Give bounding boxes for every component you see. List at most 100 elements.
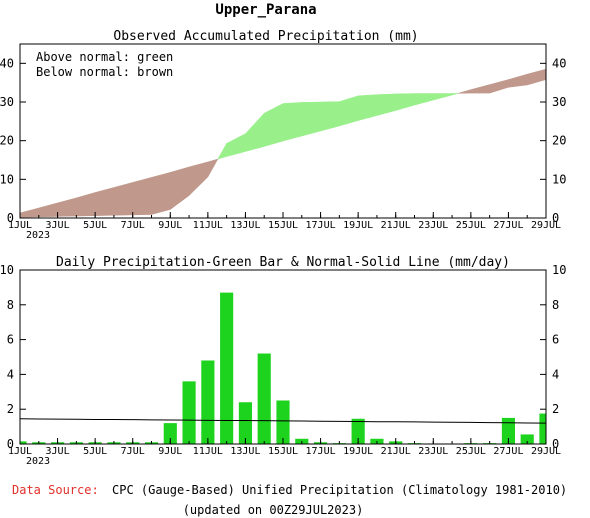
daily-precip-bar	[163, 423, 177, 444]
above-normal-area	[301, 101, 321, 137]
daily-precip-bar	[257, 353, 271, 444]
bottom-x-tick-label: 15JUL	[268, 446, 298, 457]
daily-precip-bar	[220, 292, 234, 444]
top-x-tick-label: 13JUL	[230, 220, 260, 231]
daily-precip-bar	[501, 417, 516, 444]
top-x-tick-label: 5JUL	[83, 220, 107, 231]
bottom-x-tick-label: 9JUL	[158, 446, 182, 457]
top-y-tick-label-left: 0	[7, 211, 14, 225]
top-x-tick-label: 29JUL	[531, 220, 561, 231]
above-normal-area	[217, 142, 227, 160]
top-x-tick-label: 19JUL	[343, 220, 373, 231]
top-x-tick-label: 27JUL	[493, 220, 523, 231]
below-normal-area	[151, 172, 171, 215]
bottom-x-tick-label: 1JUL	[8, 446, 32, 457]
bottom-y-tick-label-right: 8	[552, 298, 559, 312]
below-normal-area	[94, 187, 115, 216]
top-y-tick-label-right: 10	[552, 172, 566, 186]
above-normal-area	[433, 93, 453, 101]
daily-precip-bar	[238, 402, 253, 444]
above-normal-area	[339, 95, 359, 127]
above-normal-area	[357, 94, 378, 121]
daily-precip-bar	[201, 360, 215, 444]
bottom-x-tick-label: 29JUL	[531, 446, 561, 457]
top-y-tick-label-left: 30	[0, 95, 14, 109]
above-normal-area	[395, 93, 415, 111]
daily-precip-bar	[520, 434, 534, 444]
daily-precip-bar	[539, 413, 546, 444]
above-normal-area	[376, 93, 396, 116]
bottom-x-tick-label: 25JUL	[456, 446, 486, 457]
below-normal-area	[207, 158, 219, 178]
top-x-year-label: 2023	[26, 230, 50, 241]
daily-precip-bar	[20, 441, 27, 444]
bottom-y-tick-label-left: 4	[7, 367, 14, 381]
below-normal-area	[457, 89, 472, 94]
bottom-y-tick-label-left: 6	[7, 333, 14, 347]
top-x-tick-label: 1JUL	[8, 220, 32, 231]
below-normal-area	[76, 192, 96, 217]
below-normal-area	[57, 197, 77, 217]
below-normal-area	[19, 207, 40, 218]
updated-note: (updated on 00Z29JUL2023)	[183, 503, 364, 517]
above-normal-area	[282, 102, 303, 142]
bottom-x-tick-label: 19JUL	[343, 446, 373, 457]
above-normal-area	[451, 93, 458, 96]
below-normal-area	[38, 202, 58, 218]
top-x-tick-label: 21JUL	[381, 220, 411, 231]
bottom-chart-title: Daily Precipitation-Green Bar & Normal-S…	[56, 255, 510, 270]
bottom-y-tick-label-left: 0	[7, 437, 14, 451]
bottom-x-tick-label: 21JUL	[381, 446, 411, 457]
top-x-tick-label: 11JUL	[193, 220, 223, 231]
top-x-tick-label: 23JUL	[418, 220, 448, 231]
bottom-y-tick-label-left: 8	[7, 298, 14, 312]
top-y-tick-label-left: 40	[0, 56, 14, 70]
top-y-tick-label-right: 0	[552, 211, 559, 225]
accumulated-precip-chart: 0 0 10 10 20 20 30 30 40 40 1JUL 3JUL 5JUL 7JUL 9JUL 11…	[0, 43, 566, 241]
above-normal-area	[263, 103, 284, 147]
above-normal-area	[320, 101, 340, 132]
daily-precip-bar	[351, 418, 365, 444]
top-x-tick-label: 15JUL	[268, 220, 298, 231]
below-normal-area	[508, 73, 528, 88]
daily-precip-bar	[182, 381, 196, 444]
below-normal-area	[470, 84, 490, 94]
bottom-y-tick-label-right: 6	[552, 333, 559, 347]
below-normal-area	[170, 166, 190, 210]
top-x-tick-label: 17JUL	[306, 220, 336, 231]
above-normal-area	[245, 112, 265, 152]
below-normal-area	[526, 68, 547, 86]
page-title: Upper_Parana	[215, 2, 316, 18]
bottom-x-tick-label: 3JUL	[46, 446, 70, 457]
annotation-below-normal: Below normal: brown	[36, 65, 173, 79]
below-normal-area	[132, 177, 152, 216]
top-x-tick-label: 9JUL	[158, 220, 182, 231]
bottom-y-tick-label-left: 10	[0, 263, 14, 277]
daily-precip-chart: 0 0 2 2 4 4 6 6 8 8 10 10 1JUL 3JUL 5JUL 7JUL 9JUL 11JUL 1…	[0, 263, 566, 467]
above-normal-area	[226, 133, 246, 157]
top-y-tick-label-left: 10	[0, 172, 14, 186]
bottom-x-tick-label: 27JUL	[493, 446, 523, 457]
annotation-above-normal: Above normal: green	[36, 50, 173, 64]
below-normal-area	[113, 182, 133, 216]
bottom-x-tick-label: 23JUL	[418, 446, 448, 457]
bottom-y-tick-label-left: 2	[7, 402, 14, 416]
top-chart-title: Observed Accumulated Precipitation (mm)	[113, 29, 418, 44]
top-x-tick-label: 7JUL	[121, 220, 145, 231]
top-y-tick-label-right: 20	[552, 134, 566, 148]
bottom-x-year-label: 2023	[26, 456, 50, 467]
top-y-tick-label-right: 40	[552, 56, 566, 70]
above-normal-area	[414, 93, 434, 106]
bottom-x-tick-label: 17JUL	[306, 446, 336, 457]
bottom-y-tick-label-right: 0	[552, 437, 559, 451]
top-x-tick-label: 3JUL	[46, 220, 70, 231]
bottom-x-tick-label: 5JUL	[83, 446, 107, 457]
data-source-text: CPC (Gauge-Based) Unified Precipitation …	[112, 483, 567, 497]
top-y-tick-label-right: 30	[552, 95, 566, 109]
below-normal-area	[188, 161, 209, 197]
bottom-x-tick-label: 7JUL	[121, 446, 145, 457]
daily-precip-bar	[276, 400, 290, 444]
bottom-y-tick-label-right: 10	[552, 263, 566, 277]
data-source-label: Data Source:	[12, 483, 99, 497]
